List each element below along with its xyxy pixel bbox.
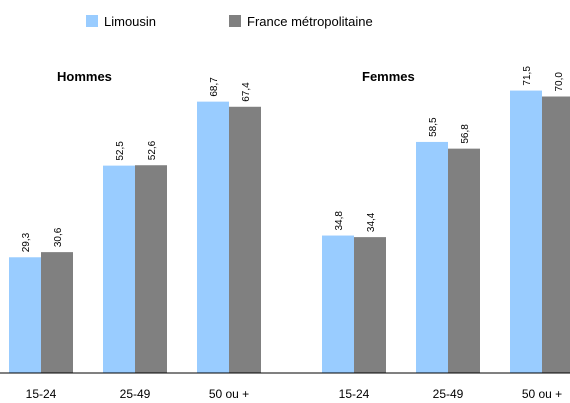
data-label: 70,0	[554, 72, 565, 92]
x-tick-label: 50 ou +	[522, 387, 562, 401]
x-tick-labels: 15-24 25-49 50 ou + 15-24 25-49 50 ou +	[26, 387, 563, 401]
data-label: 30,6	[53, 227, 64, 247]
data-label: 58,5	[428, 117, 439, 137]
x-tick-label: 15-24	[339, 387, 370, 401]
bar-france-hommes-50ou	[229, 106, 261, 374]
x-tick-label: 50 ou +	[209, 387, 249, 401]
bar-limousin-femmes-50ou	[510, 90, 542, 373]
legend-label-limousin: Limousin	[104, 14, 156, 29]
data-label: 52,6	[147, 140, 158, 160]
bars	[9, 90, 570, 374]
bar-limousin-hommes-25-49	[103, 165, 135, 373]
data-label: 67,4	[241, 82, 252, 102]
bar-limousin-hommes-15-24	[9, 257, 41, 373]
bar-france-femmes-15-24	[354, 237, 386, 373]
legend-swatch-france	[229, 15, 241, 27]
x-tick-label: 25-49	[433, 387, 464, 401]
legend-label-france: France métropolitaine	[247, 14, 373, 29]
bar-limousin-femmes-25-49	[416, 141, 448, 373]
legend: Limousin France métropolitaine	[86, 14, 373, 29]
data-label: 29,3	[21, 232, 32, 252]
group-title-femmes: Femmes	[362, 69, 415, 84]
x-tick-label: 15-24	[26, 387, 57, 401]
data-label: 68,7	[209, 77, 220, 97]
data-label: 34,4	[366, 212, 377, 232]
bar-france-hommes-15-24	[41, 252, 73, 373]
legend-swatch-limousin	[86, 15, 98, 27]
data-label: 71,5	[522, 66, 533, 86]
group-title-hommes: Hommes	[57, 69, 112, 84]
data-label: 34,8	[334, 211, 345, 231]
bar-limousin-hommes-50ou	[197, 101, 229, 373]
data-label: 56,8	[460, 124, 471, 144]
bar-france-femmes-50ou	[542, 96, 570, 373]
x-tick-label: 25-49	[120, 387, 151, 401]
data-label: 52,5	[115, 141, 126, 161]
data-labels: 29,3 30,6 52,5 52,6 68,7 67,4 34,8 34,4 58,5 56,8…	[21, 66, 565, 253]
bar-france-hommes-25-49	[135, 165, 167, 373]
bar-limousin-femmes-15-24	[322, 235, 354, 373]
bar-france-femmes-25-49	[448, 148, 480, 373]
